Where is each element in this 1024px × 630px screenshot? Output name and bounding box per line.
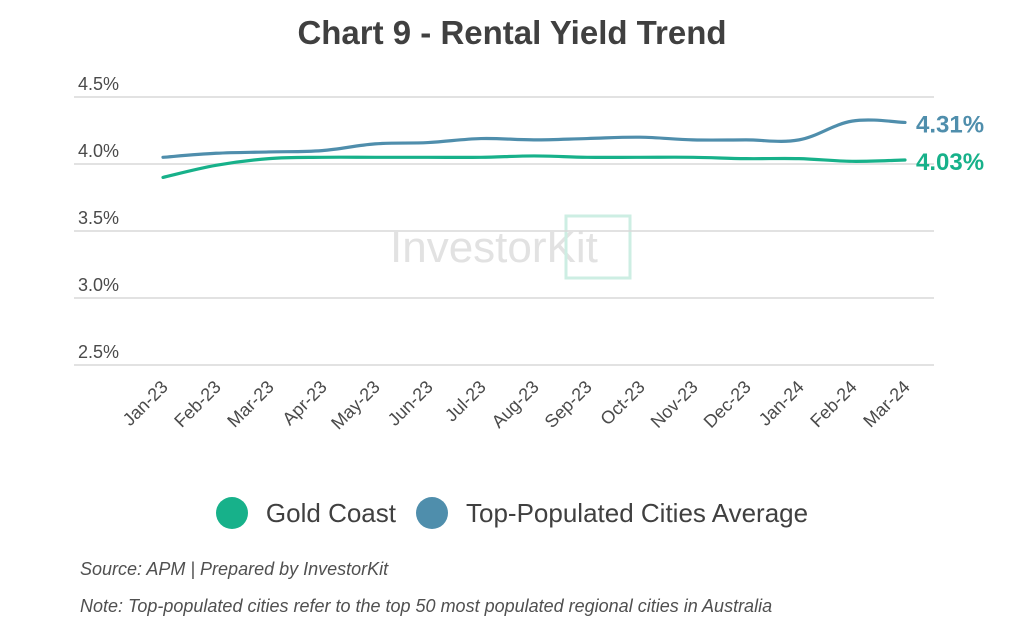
x-tick-label: Aug-23 bbox=[488, 377, 543, 432]
x-tick-label: Jan-23 bbox=[119, 377, 172, 430]
series-line-top-populated-cities-average bbox=[161, 118, 907, 159]
legend: Gold Coast Top-Populated Cities Average bbox=[0, 497, 1024, 529]
y-tick-label: 2.5% bbox=[78, 342, 119, 362]
y-axis-ticks: 4.5% 4.0% 3.5% 3.0% 2.5% bbox=[78, 74, 119, 362]
y-tick-label: 3.0% bbox=[78, 275, 119, 295]
legend-label-top-populated: Top-Populated Cities Average bbox=[466, 497, 809, 528]
y-tick-label: 3.5% bbox=[78, 208, 119, 228]
x-tick-label: Dec-23 bbox=[700, 377, 755, 432]
x-tick-label: Jan-24 bbox=[755, 377, 808, 430]
x-tick-label: Nov-23 bbox=[647, 377, 702, 432]
legend-swatch-top-populated bbox=[416, 497, 448, 529]
watermark-box bbox=[564, 214, 632, 280]
legend-label-gold-coast: Gold Coast bbox=[265, 497, 396, 528]
x-tick-label: Feb-23 bbox=[170, 377, 224, 431]
x-tick-label: Jul-23 bbox=[441, 377, 490, 426]
end-label-gold-coast: 4.03% bbox=[916, 149, 984, 176]
watermark-logo: InvestorKit bbox=[390, 214, 632, 280]
chart-title: Chart 9 - Rental Yield Trend bbox=[297, 14, 727, 51]
y-tick-label: 4.0% bbox=[78, 141, 119, 161]
chart-plot: InvestorKit 4.5%4.0%3.5%3.0%2.5% Jan-23F… bbox=[74, 74, 984, 434]
x-tick-label: May-23 bbox=[327, 377, 384, 434]
source-note: Source: APM | Prepared by InvestorKit bbox=[80, 559, 389, 579]
x-tick-label: Mar-23 bbox=[223, 377, 277, 431]
x-tick-label: Jun-23 bbox=[384, 377, 437, 430]
x-tick-label: Apr-23 bbox=[278, 377, 330, 429]
x-tick-label: Mar-24 bbox=[859, 377, 913, 431]
end-labels: 4.03% 4.31% bbox=[916, 111, 984, 176]
legend-swatch-gold-coast bbox=[215, 497, 248, 529]
y-tick-label: 4.5% bbox=[78, 74, 119, 94]
x-tick-label: Sep-23 bbox=[541, 377, 596, 432]
legend-item-top-populated[interactable]: Top-Populated Cities Average bbox=[416, 497, 808, 529]
x-tick-label: Feb-24 bbox=[806, 377, 860, 431]
explanatory-note: Note: Top-populated cities refer to the … bbox=[80, 596, 773, 616]
end-label-top-populated-cities-average: 4.31% bbox=[916, 111, 984, 138]
series-lines bbox=[161, 118, 907, 179]
legend-item-gold-coast[interactable]: Gold Coast bbox=[215, 497, 396, 529]
x-tick-label: Oct-23 bbox=[596, 377, 648, 429]
series-line-gold-coast bbox=[161, 154, 907, 179]
